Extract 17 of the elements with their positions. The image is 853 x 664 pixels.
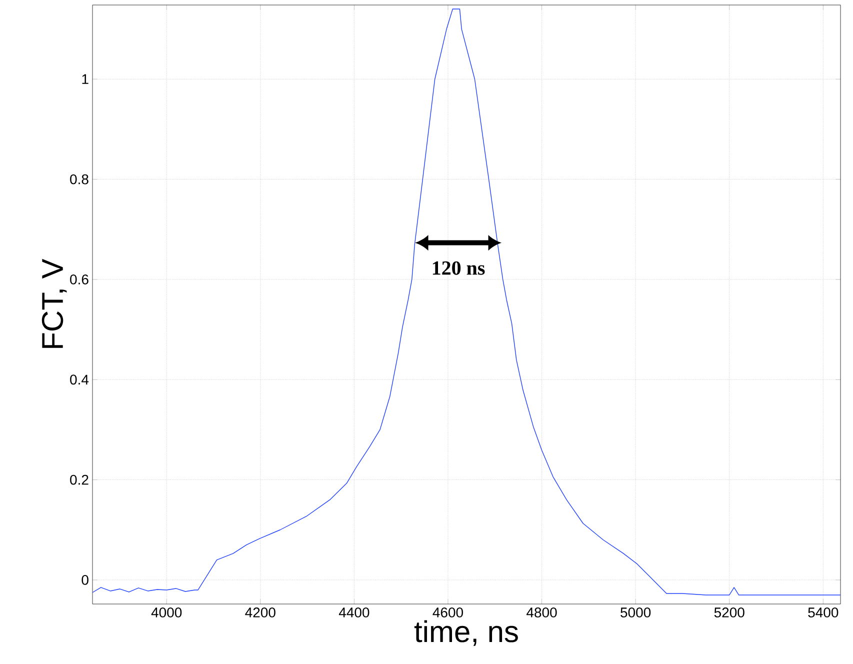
y-tick-label: 0.4: [70, 374, 89, 385]
x-axis-title: time, ns: [414, 620, 518, 646]
x-tick-label: 5000: [620, 608, 651, 618]
x-tick-label: 4000: [151, 608, 182, 618]
x-tick-label: 5200: [714, 608, 744, 618]
y-tick-label: 0.6: [70, 274, 88, 284]
y-tick-label: 0.2: [70, 474, 88, 485]
x-tick-label: 4600: [432, 608, 463, 618]
x-tick-label: 4200: [245, 608, 276, 618]
x-tick-label: 4400: [338, 608, 370, 618]
annotation: 120 ns: [432, 261, 485, 275]
x-tick-label: 5400: [808, 608, 838, 618]
y-tick-label: 1: [82, 74, 88, 84]
y-tick-label: 0.8: [70, 174, 88, 184]
y-axis-title: FCT, V: [42, 258, 67, 348]
x-tick-label: 4800: [526, 608, 557, 618]
y-tick-label: 0: [82, 575, 88, 585]
